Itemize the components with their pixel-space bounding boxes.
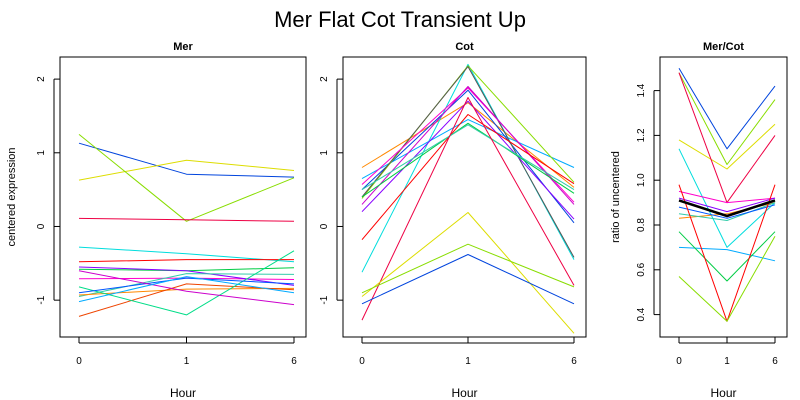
x-tick-label: 0: [359, 356, 365, 367]
series-line: [361, 86, 575, 205]
y-tick-label: 1.0: [636, 173, 647, 187]
series-line: [678, 190, 776, 204]
series-line: [678, 72, 776, 165]
x-tick-label: 6: [571, 356, 577, 367]
series-line: [78, 259, 294, 263]
series-line: [78, 134, 295, 222]
y-tick-label: 2: [36, 76, 47, 82]
x-tick-label: 1: [184, 356, 190, 367]
series-line: [361, 243, 575, 294]
series-line: [361, 97, 575, 321]
plot-frame: [342, 56, 587, 338]
series-line: [361, 100, 575, 220]
series-line: [361, 114, 575, 241]
series-line: [78, 246, 295, 263]
series-line: [361, 124, 575, 191]
panel-title: Mer/Cot: [703, 41, 744, 53]
y-axis-title: ratio of uncentered: [610, 151, 622, 243]
panel-cot: Cot 0 1 6 -1 0 1 2 Hour: [319, 41, 587, 400]
panel-title: Mer: [173, 41, 193, 53]
y-tick-label: -1: [36, 295, 47, 304]
y-tick-label: 0: [319, 223, 330, 229]
x-tick-label: 1: [724, 356, 730, 367]
series-line: [78, 159, 295, 181]
series-line: [361, 66, 575, 258]
x-tick-label: 0: [676, 356, 682, 367]
x-axis-title: Hour: [710, 386, 736, 400]
y-tick-label: 0.6: [636, 262, 647, 276]
series-line: [78, 217, 295, 222]
y-tick-label: 0: [36, 223, 47, 229]
series-line: [678, 202, 776, 221]
series-line: [678, 246, 776, 262]
y-tick-label: 2: [319, 76, 330, 82]
series-line: [78, 276, 295, 303]
series-line: [361, 119, 575, 180]
x-tick-label: 6: [772, 356, 778, 367]
y-tick-label: 1: [319, 150, 330, 156]
panel-title: Cot: [455, 41, 474, 53]
series-line: [361, 254, 575, 305]
series-line: [678, 204, 776, 219]
series-line: [361, 102, 575, 188]
series-line: [78, 270, 295, 306]
series-line: [78, 273, 295, 297]
series-line: [678, 197, 776, 213]
series-line: [678, 148, 776, 248]
series-line: [361, 87, 575, 203]
series-line: [78, 142, 295, 178]
figure-title: Mer Flat Cot Transient Up: [274, 7, 526, 32]
y-tick-label: 1.4: [636, 83, 647, 97]
plot-frame: [659, 56, 788, 338]
chart-panels: Mer 0 1 6 -1 0 1 2 Hour centered expression Cot 0 1 6…: [6, 41, 788, 400]
y-tick-label: 0.8: [636, 218, 647, 232]
series-line: [78, 250, 295, 316]
y-axis-title: centered expression: [6, 147, 18, 246]
series-line: [678, 123, 776, 170]
y-tick-label: 1: [36, 150, 47, 156]
x-axis-title: Hour: [170, 386, 196, 400]
x-tick-label: 1: [465, 356, 471, 367]
series-line: [361, 89, 575, 224]
y-tick-label: 0.4: [636, 307, 647, 321]
series-line: [678, 67, 776, 150]
series-line: [78, 266, 295, 286]
series-line: [678, 235, 776, 322]
series-line: [361, 122, 575, 198]
panel-mer: Mer 0 1 6 -1 0 1 2 Hour centered expression: [6, 41, 307, 400]
y-tick-label: -1: [319, 295, 330, 304]
series-line: [361, 212, 575, 334]
series-line: [678, 199, 776, 218]
plot-frame: [59, 56, 307, 338]
x-tick-label: 0: [76, 356, 82, 367]
panel-mercot: Mer/Cot 0 1 6 0.4 0.6 0.8 1.0 1.2 1.4 Hour ratio of…: [610, 41, 788, 400]
x-tick-label: 6: [291, 356, 297, 367]
y-tick-label: 1.2: [636, 128, 647, 142]
series-line: [678, 231, 776, 282]
series-line: [78, 277, 295, 294]
x-axis-title: Hour: [451, 386, 477, 400]
